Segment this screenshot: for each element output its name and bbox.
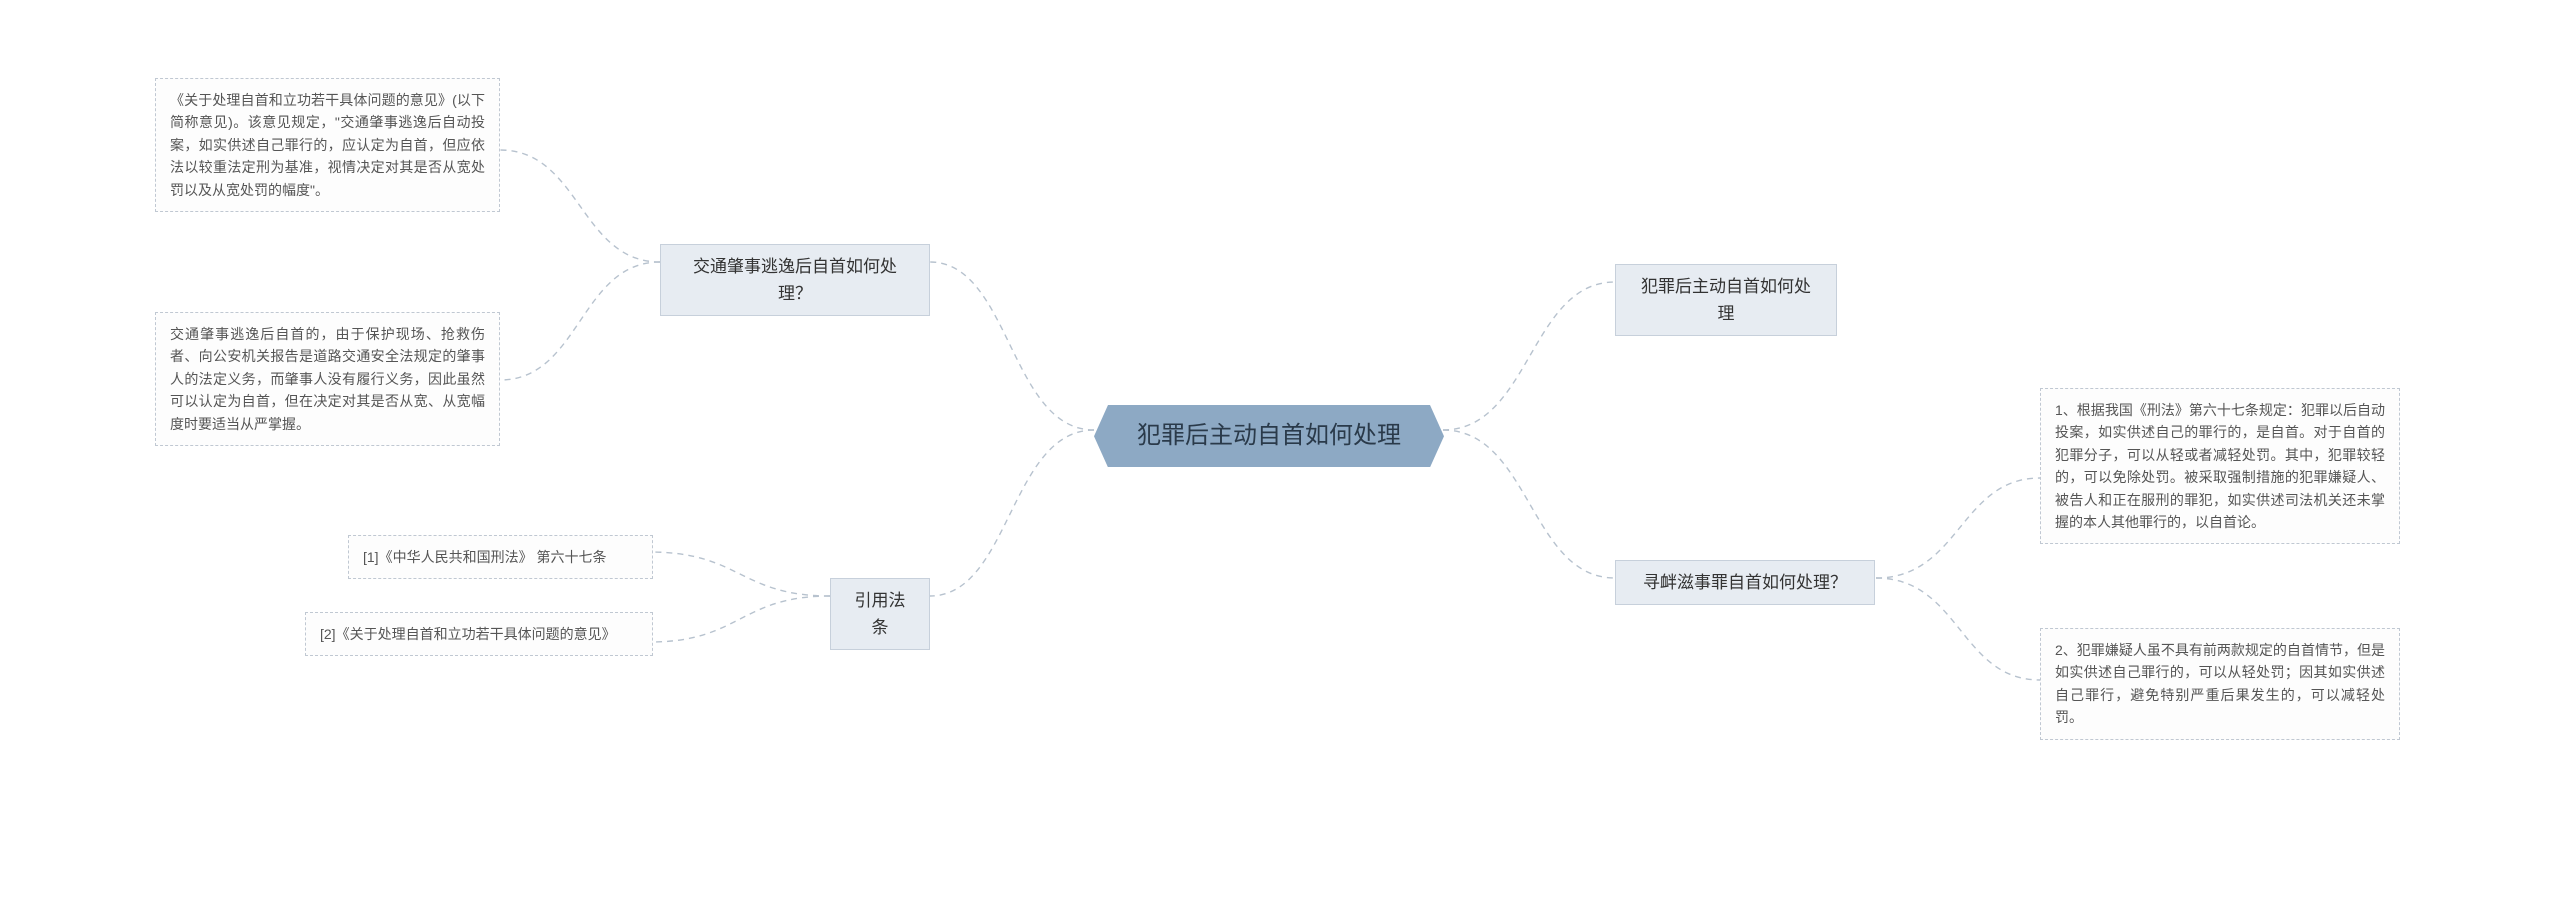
branch-law-references[interactable]: 引用法条 — [830, 578, 930, 650]
mindmap-canvas: 犯罪后主动自首如何处理 交通肇事逃逸后自首如何处理？ 《关于处理自首和立功若干具… — [0, 0, 2560, 903]
branch-provocation-surrender[interactable]: 寻衅滋事罪自首如何处理？ — [1615, 560, 1875, 605]
leaf-traffic-2: 交通肇事逃逸后自首的，由于保护现场、抢救伤者、向公安机关报告是道路交通安全法规定… — [155, 312, 500, 446]
leaf-law-2: [2]《关于处理自首和立功若干具体问题的意见》 — [305, 612, 653, 656]
root-node[interactable]: 犯罪后主动自首如何处理 — [1094, 405, 1444, 467]
leaf-traffic-1: 《关于处理自首和立功若干具体问题的意见》(以下简称意见)。该意见规定，"交通肇事… — [155, 78, 500, 212]
leaf-provocation-1: 1、根据我国《刑法》第六十七条规定：犯罪以后自动投案，如实供述自己的罪行的，是自… — [2040, 388, 2400, 544]
branch-crime-surrender[interactable]: 犯罪后主动自首如何处理 — [1615, 264, 1837, 336]
branch-traffic-surrender[interactable]: 交通肇事逃逸后自首如何处理？ — [660, 244, 930, 316]
leaf-provocation-2: 2、犯罪嫌疑人虽不具有前两款规定的自首情节，但是如实供述自己罪行的，可以从轻处罚… — [2040, 628, 2400, 740]
leaf-law-1: [1]《中华人民共和国刑法》 第六十七条 — [348, 535, 653, 579]
